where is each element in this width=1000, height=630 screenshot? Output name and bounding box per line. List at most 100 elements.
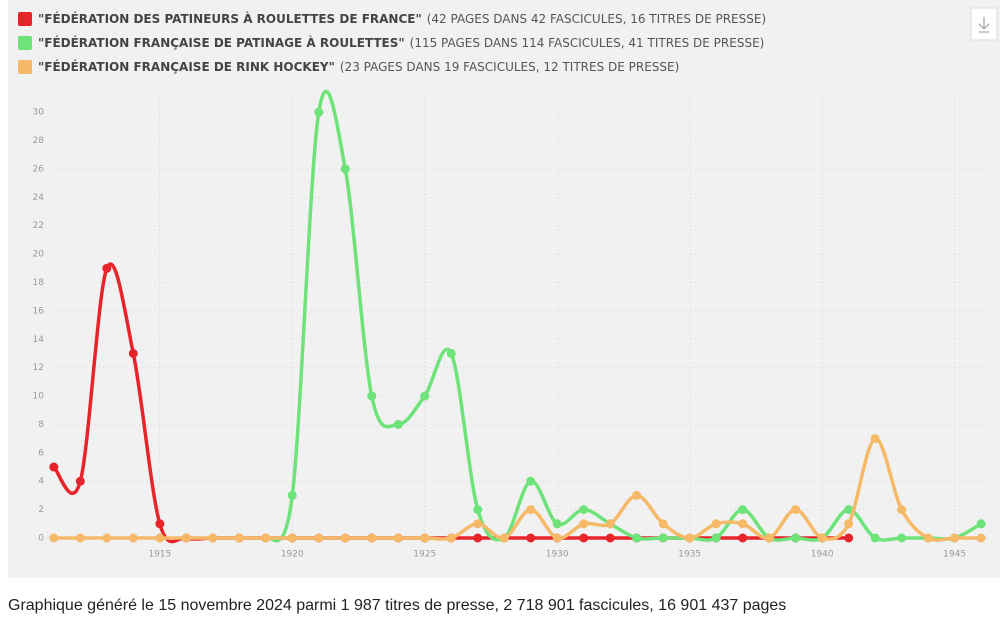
x-tick-label: 1920 xyxy=(281,550,304,560)
data-point xyxy=(340,533,350,543)
data-point xyxy=(473,519,483,529)
legend-name: "FÉDÉRATION FRANÇAISE DE RINK HOCKEY" xyxy=(38,59,335,74)
y-tick-label: 16 xyxy=(33,306,45,316)
x-tick-label: 1925 xyxy=(413,550,436,560)
data-point xyxy=(605,519,615,529)
x-tick-label: 1915 xyxy=(148,550,171,560)
data-point xyxy=(658,533,668,543)
y-tick-label: 0 xyxy=(38,534,44,544)
y-tick-label: 10 xyxy=(33,392,45,402)
legend-detail: (23 PAGES DANS 19 FASCICULES, 12 TITRES … xyxy=(340,60,679,74)
data-point xyxy=(181,533,191,543)
data-point xyxy=(976,533,986,543)
data-point xyxy=(102,533,112,543)
data-point xyxy=(49,533,59,543)
data-point xyxy=(605,533,615,543)
data-point xyxy=(923,533,933,543)
data-point xyxy=(632,490,642,500)
data-point xyxy=(393,419,403,429)
y-tick-label: 26 xyxy=(33,164,45,174)
x-tick-label: 1940 xyxy=(811,550,834,560)
data-point xyxy=(579,505,589,515)
data-point xyxy=(738,519,748,529)
data-point xyxy=(579,519,589,529)
data-point xyxy=(155,533,165,543)
y-tick-label: 24 xyxy=(33,193,45,203)
data-point xyxy=(340,164,350,174)
data-point xyxy=(552,533,562,543)
data-point xyxy=(844,505,854,515)
data-point xyxy=(314,107,324,117)
data-point xyxy=(499,533,509,543)
data-point xyxy=(526,476,536,486)
data-point xyxy=(844,533,854,543)
data-point xyxy=(473,533,483,543)
data-point xyxy=(685,533,695,543)
data-point xyxy=(791,533,801,543)
y-tick-label: 6 xyxy=(38,448,44,458)
y-tick-label: 4 xyxy=(38,477,44,487)
data-point xyxy=(75,476,85,486)
data-point xyxy=(526,505,536,515)
legend-detail: (42 PAGES DANS 42 FASCICULES, 16 TITRES … xyxy=(427,12,766,26)
data-point xyxy=(950,533,960,543)
data-point xyxy=(817,533,827,543)
data-point xyxy=(738,505,748,515)
data-point xyxy=(579,533,589,543)
download-button[interactable] xyxy=(970,7,998,41)
data-point xyxy=(711,519,721,529)
data-point xyxy=(446,348,456,358)
data-point xyxy=(128,348,138,358)
y-tick-label: 22 xyxy=(33,221,44,231)
data-point xyxy=(367,391,377,401)
footer: Graphique généré le 15 novembre 2024 par… xyxy=(8,597,786,614)
data-point xyxy=(632,533,642,543)
data-point xyxy=(897,533,907,543)
data-point xyxy=(287,490,297,500)
x-tick-label: 1945 xyxy=(943,550,966,560)
data-point xyxy=(102,263,112,273)
data-point xyxy=(367,533,377,543)
data-point xyxy=(261,533,271,543)
data-point xyxy=(764,533,774,543)
data-point xyxy=(738,533,748,543)
data-point xyxy=(420,533,430,543)
legend-entry: "FÉDÉRATION FRANÇAISE DE RINK HOCKEY" (23… xyxy=(38,59,679,74)
data-point xyxy=(234,533,244,543)
legend-name: "FÉDÉRATION DES PATINEURS À ROULETTES DE… xyxy=(38,11,422,26)
data-point xyxy=(844,519,854,529)
data-point xyxy=(552,519,562,529)
y-tick-label: 12 xyxy=(33,363,44,373)
data-point xyxy=(393,533,403,543)
data-point xyxy=(75,533,85,543)
y-tick-label: 14 xyxy=(33,335,45,345)
data-point xyxy=(897,505,907,515)
data-point xyxy=(155,519,165,529)
data-point xyxy=(446,533,456,543)
chart-background xyxy=(8,0,1000,578)
y-tick-label: 8 xyxy=(38,420,44,430)
data-point xyxy=(870,533,880,543)
data-point xyxy=(526,533,536,543)
legend-swatch xyxy=(18,12,32,26)
legend-name: "FÉDÉRATION FRANÇAISE DE PATINAGE À ROUL… xyxy=(38,35,405,50)
data-point xyxy=(658,519,668,529)
y-tick-label: 30 xyxy=(33,108,45,118)
legend-detail: (115 PAGES DANS 114 FASCICULES, 41 TITRE… xyxy=(410,36,765,50)
data-point xyxy=(791,505,801,515)
data-point xyxy=(711,533,721,543)
data-point xyxy=(314,533,324,543)
data-point xyxy=(870,434,880,444)
data-point xyxy=(976,519,986,529)
data-point xyxy=(420,391,430,401)
legend-swatch xyxy=(18,36,32,50)
legend-entry: "FÉDÉRATION DES PATINEURS À ROULETTES DE… xyxy=(38,11,766,26)
data-point xyxy=(208,533,218,543)
legend-entry: "FÉDÉRATION FRANÇAISE DE PATINAGE À ROUL… xyxy=(38,35,764,50)
data-point xyxy=(287,533,297,543)
y-tick-label: 20 xyxy=(33,250,45,260)
x-tick-label: 1935 xyxy=(678,550,701,560)
data-point xyxy=(49,462,59,472)
